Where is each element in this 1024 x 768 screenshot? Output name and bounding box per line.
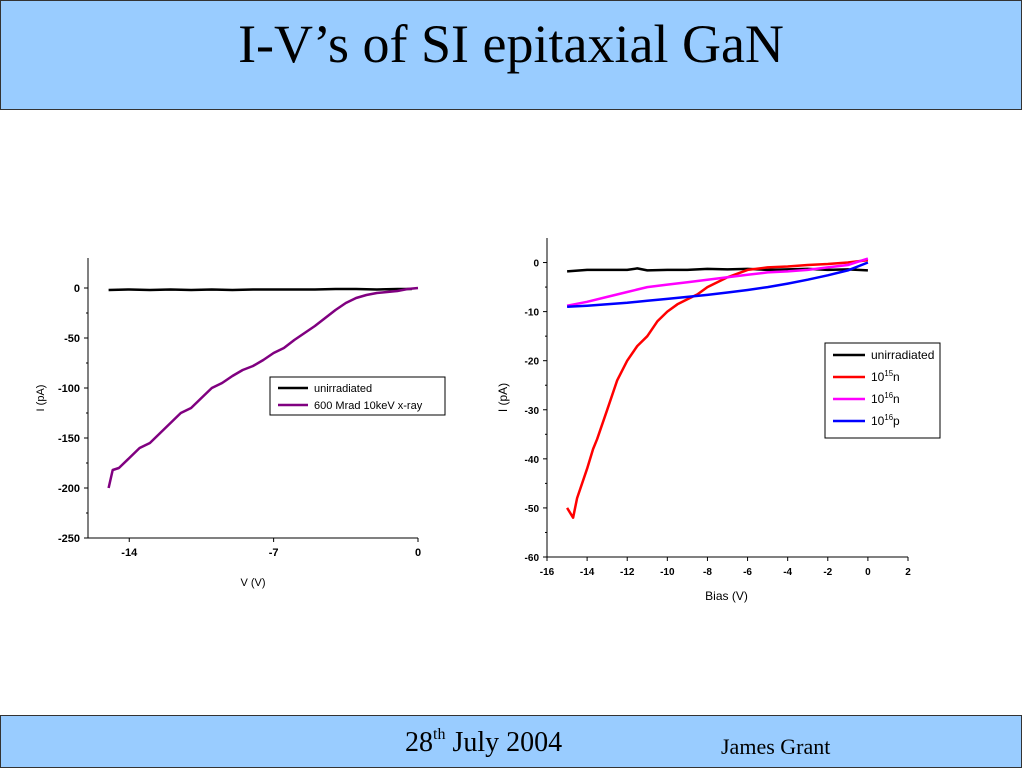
x-tick-label: -14 xyxy=(121,547,138,559)
legend-box xyxy=(269,376,446,416)
legend-label-1: 600 Mrad 10keV x-ray xyxy=(314,400,423,412)
legend-label-2: 1016n xyxy=(871,391,900,406)
footer-author: James Grant xyxy=(721,734,831,759)
x-axis-label: V (V) xyxy=(240,577,265,589)
y-tick-label: -10 xyxy=(525,308,540,319)
footer-date: 28th July 2004 xyxy=(405,726,562,759)
x-tick-label: -16 xyxy=(540,567,555,578)
legend-label-0: unirradiated xyxy=(314,383,372,395)
legend-label-0: unirradiated xyxy=(871,348,934,362)
x-tick-label: -10 xyxy=(660,567,675,578)
x-axis-label: Bias (V) xyxy=(705,589,748,603)
x-tick-label: -8 xyxy=(703,567,712,578)
series-line-1 xyxy=(107,286,419,489)
legend-label-3: 1016p xyxy=(871,413,900,428)
series-line-0 xyxy=(108,287,412,292)
x-tick-label: -12 xyxy=(620,567,635,578)
footer-date-rest: July 2004 xyxy=(445,727,563,758)
y-tick-label: -250 xyxy=(58,533,80,545)
series-line-3 xyxy=(567,261,869,308)
y-tick-label: -100 xyxy=(58,383,80,395)
y-tick-label: 0 xyxy=(533,259,539,270)
y-tick-label: -60 xyxy=(525,553,540,564)
x-tick-label: -14 xyxy=(580,567,595,578)
footer-date-suffix: th xyxy=(433,726,446,743)
x-tick-label: -4 xyxy=(783,567,792,578)
y-tick-label: -20 xyxy=(525,357,540,368)
slide-title: I-V’s of SI epitaxial GaN xyxy=(238,14,784,74)
y-axis-label: I (pA) xyxy=(496,383,510,412)
x-tick-label: -6 xyxy=(743,567,752,578)
y-tick-label: -40 xyxy=(525,455,540,466)
x-tick-label: 0 xyxy=(865,567,871,578)
footer-bar: 28th July 2004 James Grant xyxy=(0,715,1022,768)
x-tick-label: -7 xyxy=(269,547,279,559)
x-tick-label: 2 xyxy=(905,567,911,578)
y-tick-label: -50 xyxy=(64,333,80,345)
footer-date-day: 28 xyxy=(405,727,433,758)
x-tick-label: -2 xyxy=(823,567,832,578)
y-axis-label: I (pA) xyxy=(35,385,47,412)
y-tick-label: -30 xyxy=(525,406,540,417)
series-line-1 xyxy=(566,258,869,519)
y-tick-label: -150 xyxy=(58,433,80,445)
series-line-2 xyxy=(566,257,869,307)
y-tick-label: -200 xyxy=(58,483,80,495)
y-tick-label: 0 xyxy=(74,283,80,295)
legend-label-1: 1015n xyxy=(871,369,900,384)
y-tick-label: -50 xyxy=(525,504,540,515)
title-bar: I-V’s of SI epitaxial GaN xyxy=(0,0,1022,110)
x-tick-label: 0 xyxy=(415,547,421,559)
